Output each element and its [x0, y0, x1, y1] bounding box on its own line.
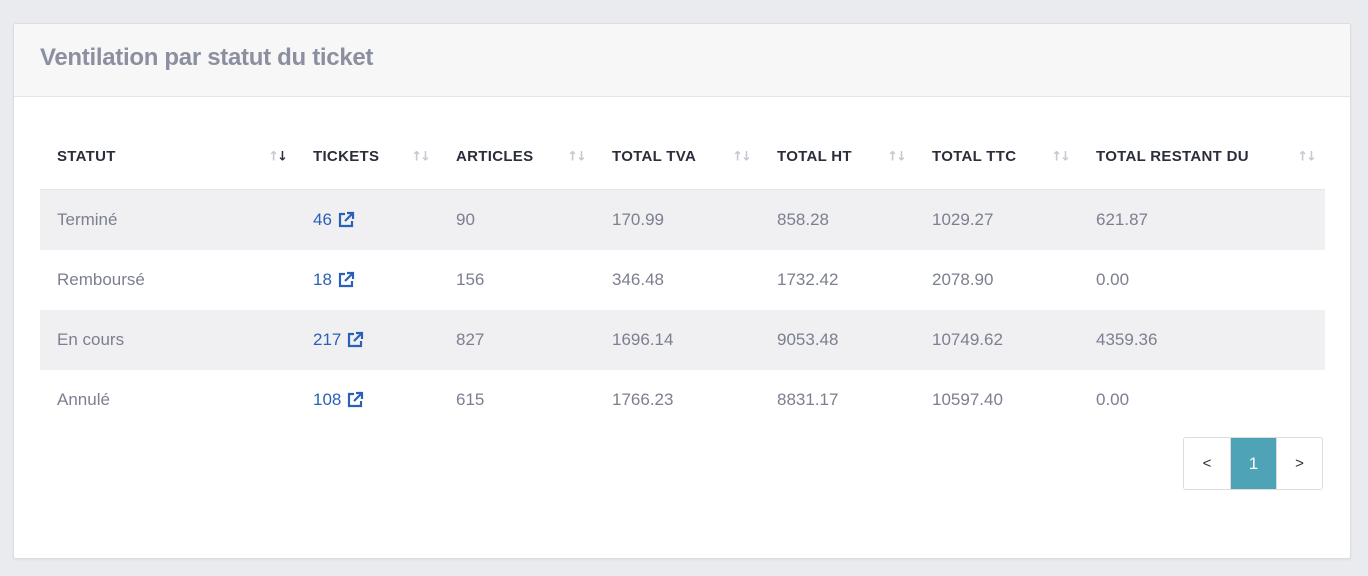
column-header-tickets[interactable]: TICKETS ↑↓: [296, 123, 439, 190]
external-link-icon: [346, 391, 364, 409]
column-header-total-tva[interactable]: TOTAL TVA ↑↓: [595, 123, 760, 190]
breakdown-card: Ventilation par statut du ticket STATUT …: [13, 23, 1351, 559]
cell-statut: Terminé: [40, 189, 296, 250]
sort-arrows-icon[interactable]: ↑↓: [732, 149, 752, 165]
cell-articles: 827: [439, 310, 595, 370]
column-header-label: TOTAL TTC: [932, 147, 1017, 165]
column-header-label: ARTICLES: [456, 147, 534, 165]
column-header-total-ht[interactable]: TOTAL HT ↑↓: [760, 123, 915, 190]
tickets-count: 108: [313, 390, 342, 409]
cell-total-restant-du: 0.00: [1079, 370, 1325, 430]
cell-total-tva: 1766.23: [595, 370, 760, 430]
cell-statut: Annulé: [40, 370, 296, 430]
card-title: Ventilation par statut du ticket: [40, 44, 374, 71]
external-link-icon: [337, 271, 355, 289]
tickets-link[interactable]: 18: [313, 270, 355, 290]
tickets-count: 217: [313, 330, 342, 349]
column-header-label: TICKETS: [313, 147, 380, 165]
cell-total-ttc: 1029.27: [915, 189, 1079, 250]
column-header-label: STATUT: [57, 147, 116, 165]
sort-arrows-icon[interactable]: ↑↓: [1051, 149, 1071, 165]
cell-total-ttc: 10749.62: [915, 310, 1079, 370]
cell-tickets: 46: [296, 189, 439, 250]
column-header-articles[interactable]: ARTICLES ↑↓: [439, 123, 595, 190]
column-header-label: TOTAL TVA: [612, 147, 697, 165]
tickets-link[interactable]: 108: [313, 390, 364, 410]
sort-arrows-icon[interactable]: ↑↓: [411, 149, 431, 165]
table-header-row: STATUT ↑↓ TICKETS ↑↓ ARTICLES ↑↓ TOTAL T…: [40, 123, 1325, 190]
external-link-icon: [337, 211, 355, 229]
column-header-statut[interactable]: STATUT ↑↓: [40, 123, 296, 190]
cell-articles: 90: [439, 189, 595, 250]
cell-total-ht: 1732.42: [760, 250, 915, 310]
external-link-icon: [346, 331, 364, 349]
cell-total-ht: 9053.48: [760, 310, 915, 370]
table-row: Terminé 46 90 170.99 858.28 1029.27 621.…: [40, 189, 1325, 250]
sort-desc-icon[interactable]: ↑↓: [268, 149, 288, 165]
cell-articles: 615: [439, 370, 595, 430]
cell-tickets: 18: [296, 250, 439, 310]
tickets-link[interactable]: 217: [313, 330, 364, 350]
cell-total-ht: 858.28: [760, 189, 915, 250]
card-header: Ventilation par statut du ticket: [14, 24, 1350, 97]
cell-tickets: 217: [296, 310, 439, 370]
cell-statut: Remboursé: [40, 250, 296, 310]
sort-arrows-icon[interactable]: ↑↓: [887, 149, 907, 165]
cell-statut: En cours: [40, 310, 296, 370]
table-row: En cours 217 827 1696.14 9053.48 10749.6…: [40, 310, 1325, 370]
page-button-current[interactable]: 1: [1230, 438, 1276, 489]
status-table-wrapper: STATUT ↑↓ TICKETS ↑↓ ARTICLES ↑↓ TOTAL T…: [40, 123, 1325, 430]
column-header-total-restant-du[interactable]: TOTAL RESTANT DU ↑↓: [1079, 123, 1325, 190]
cell-total-restant-du: 4359.36: [1079, 310, 1325, 370]
tickets-link[interactable]: 46: [313, 210, 355, 230]
pagination: < 1 >: [1183, 437, 1323, 490]
status-table: STATUT ↑↓ TICKETS ↑↓ ARTICLES ↑↓ TOTAL T…: [40, 123, 1325, 430]
cell-total-restant-du: 621.87: [1079, 189, 1325, 250]
sort-arrows-icon[interactable]: ↑↓: [567, 149, 587, 165]
cell-total-ttc: 2078.90: [915, 250, 1079, 310]
cell-total-tva: 170.99: [595, 189, 760, 250]
next-page-button[interactable]: >: [1276, 438, 1322, 489]
cell-total-tva: 1696.14: [595, 310, 760, 370]
table-row: Annulé 108 615 1766.23 8831.17 10597.40 …: [40, 370, 1325, 430]
sort-arrows-icon[interactable]: ↑↓: [1297, 149, 1317, 165]
table-row: Remboursé 18 156 346.48 1732.42 2078.90 …: [40, 250, 1325, 310]
tickets-count: 18: [313, 270, 332, 289]
cell-total-ht: 8831.17: [760, 370, 915, 430]
cell-total-restant-du: 0.00: [1079, 250, 1325, 310]
cell-articles: 156: [439, 250, 595, 310]
previous-page-button[interactable]: <: [1184, 438, 1230, 489]
column-header-label: TOTAL HT: [777, 147, 852, 165]
column-header-label: TOTAL RESTANT DU: [1096, 147, 1249, 165]
cell-tickets: 108: [296, 370, 439, 430]
cell-total-tva: 346.48: [595, 250, 760, 310]
tickets-count: 46: [313, 210, 332, 229]
cell-total-ttc: 10597.40: [915, 370, 1079, 430]
column-header-total-ttc[interactable]: TOTAL TTC ↑↓: [915, 123, 1079, 190]
